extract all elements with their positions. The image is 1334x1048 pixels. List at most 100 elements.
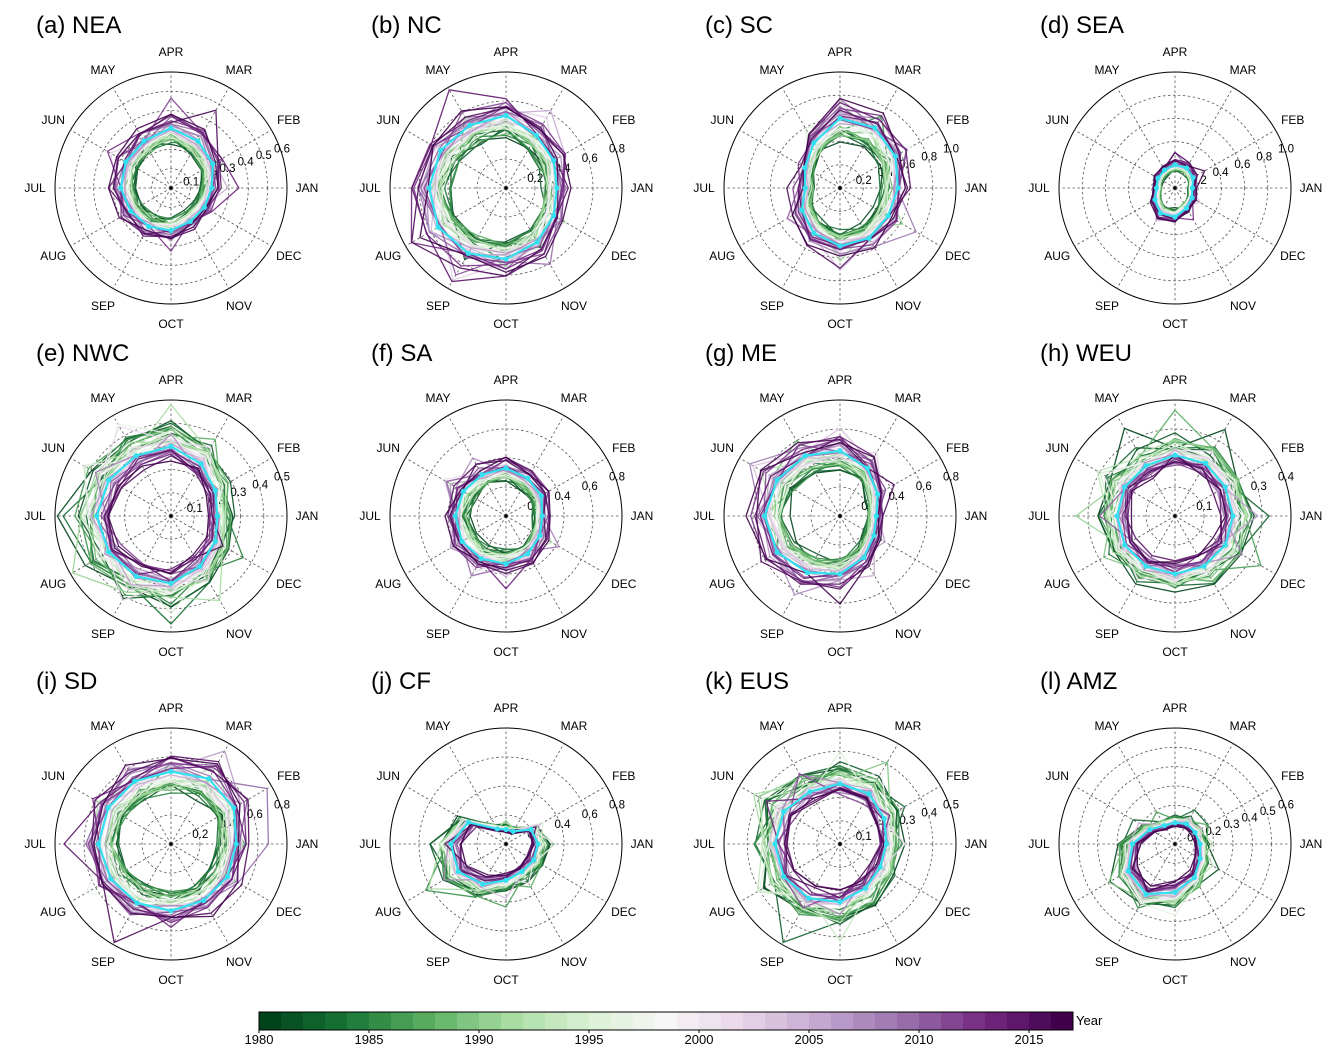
climatology-point	[214, 513, 220, 519]
radial-tick-label: 0.2	[1205, 826, 1221, 838]
month-label: AUG	[40, 577, 66, 591]
climatology-point	[1114, 513, 1120, 519]
polar-spoke	[1174, 187, 1276, 247]
climatology-point	[554, 185, 560, 191]
climatology-point	[875, 491, 881, 497]
panel-title: (d) SEA	[1040, 12, 1124, 39]
polar-spoke	[739, 187, 841, 247]
radial-tick-label: 0.4	[889, 491, 906, 503]
radial-tick-label: 0.2	[856, 175, 872, 187]
month-label: DEC	[611, 249, 637, 263]
polar-spoke	[170, 129, 272, 189]
month-label: MAR	[226, 391, 253, 405]
polar-spoke	[112, 87, 172, 189]
polar-spoke	[1174, 843, 1276, 903]
climatology-point	[206, 776, 212, 782]
panel-cf: (j) CF JAN FEB MAR APR MAY JUN JUL AUG SEP OCT NOV D…	[359, 668, 653, 987]
climatology-point	[1155, 175, 1161, 181]
panel-nc: (b) NC JAN FEB MAR APR MAY JUN JUL AUG SEP OCT NOV D…	[359, 12, 653, 331]
month-label: MAY	[90, 63, 115, 77]
month-label: FEB	[1281, 441, 1304, 455]
month-label: JUN	[42, 441, 65, 455]
radial-tick-label: 0.6	[247, 809, 263, 821]
colorbar-cell-2002	[743, 1012, 766, 1030]
year-series-1995	[436, 122, 557, 255]
radial-tick-label: 1.0	[1278, 143, 1294, 155]
polar-spoke	[447, 415, 507, 517]
month-label: AUG	[1044, 905, 1070, 919]
climatology-point	[537, 532, 543, 539]
year-series-1981	[808, 128, 884, 236]
colorbar-tick-label: 2015	[1015, 1032, 1044, 1047]
month-label: APR	[494, 701, 519, 715]
radial-tick-label: 0.4	[1278, 471, 1295, 483]
radial-tick-label: 0.2	[527, 173, 543, 185]
polar-spoke	[1116, 515, 1176, 617]
year-series-1989	[757, 760, 895, 905]
climatology-point	[134, 900, 140, 906]
polar-grid-ring	[746, 94, 934, 282]
climatology-point	[452, 513, 458, 519]
climatology-point	[799, 207, 805, 213]
month-label: NOV	[1230, 955, 1256, 969]
climatology-point	[539, 513, 545, 519]
climatology-point	[467, 122, 473, 128]
polar-spoke	[1116, 187, 1176, 289]
polar-spoke	[405, 515, 507, 575]
month-label: NOV	[1230, 299, 1256, 313]
polar-spoke	[1116, 87, 1176, 189]
climatology-point	[1172, 571, 1178, 577]
climatology-point	[108, 876, 114, 882]
month-label: JUL	[24, 837, 46, 851]
month-label: JUL	[693, 181, 715, 195]
polar-grid-ring	[1105, 118, 1246, 258]
climatology-point	[1184, 205, 1190, 211]
climatology-point	[528, 826, 534, 833]
month-label: MAR	[561, 391, 588, 405]
polar-spoke	[1174, 515, 1234, 617]
polar-spoke	[170, 187, 230, 289]
climatology-point	[1222, 542, 1228, 548]
month-label: SEP	[760, 627, 784, 641]
climatology-point	[802, 453, 808, 459]
polar-spoke	[170, 457, 272, 517]
month-label: JAN	[1300, 837, 1323, 851]
radial-tick-label: 0.6	[1278, 799, 1294, 811]
month-label: MAY	[425, 391, 450, 405]
polar-spoke	[112, 415, 172, 517]
month-label: JUL	[24, 509, 46, 523]
climatology-point	[802, 185, 808, 191]
polar-spoke	[839, 187, 899, 289]
colorbar-cell-2010	[919, 1012, 942, 1030]
year-series-2014	[447, 456, 550, 569]
month-label: MAY	[1094, 719, 1119, 733]
climatology-point	[168, 227, 174, 234]
month-label: SEP	[91, 627, 115, 641]
year-series-2002	[102, 438, 215, 591]
month-label: SEP	[426, 299, 450, 313]
month-label: FEB	[1281, 769, 1304, 783]
radial-tick-label: 0.3	[899, 815, 915, 827]
colorbar-cell-2008	[875, 1012, 898, 1030]
climatology-point	[460, 488, 466, 494]
climatology-point	[233, 841, 239, 847]
polar-center	[169, 514, 173, 518]
year-series-2016	[1136, 825, 1197, 893]
year-series-2014	[103, 449, 215, 583]
panel-sa: (f) SA JAN FEB MAR APR MAY JUN JUL AUG SEP OCT NOV D…	[359, 340, 653, 659]
climatology-point	[426, 185, 432, 191]
radial-tick-label: 0.5	[256, 150, 272, 162]
month-label: DEC	[1280, 905, 1306, 919]
month-label: NOV	[561, 299, 587, 313]
polar-spoke	[1116, 743, 1176, 845]
month-label: NOV	[895, 299, 921, 313]
month-label: FEB	[946, 113, 969, 127]
month-label: DEC	[276, 577, 302, 591]
climatology-point	[895, 185, 901, 191]
climatology-point	[1172, 889, 1178, 895]
month-label: OCT	[493, 645, 519, 659]
polar-spoke	[170, 515, 272, 575]
polar-center	[1173, 842, 1177, 846]
climatology-point	[837, 448, 843, 454]
month-label: APR	[159, 45, 184, 59]
